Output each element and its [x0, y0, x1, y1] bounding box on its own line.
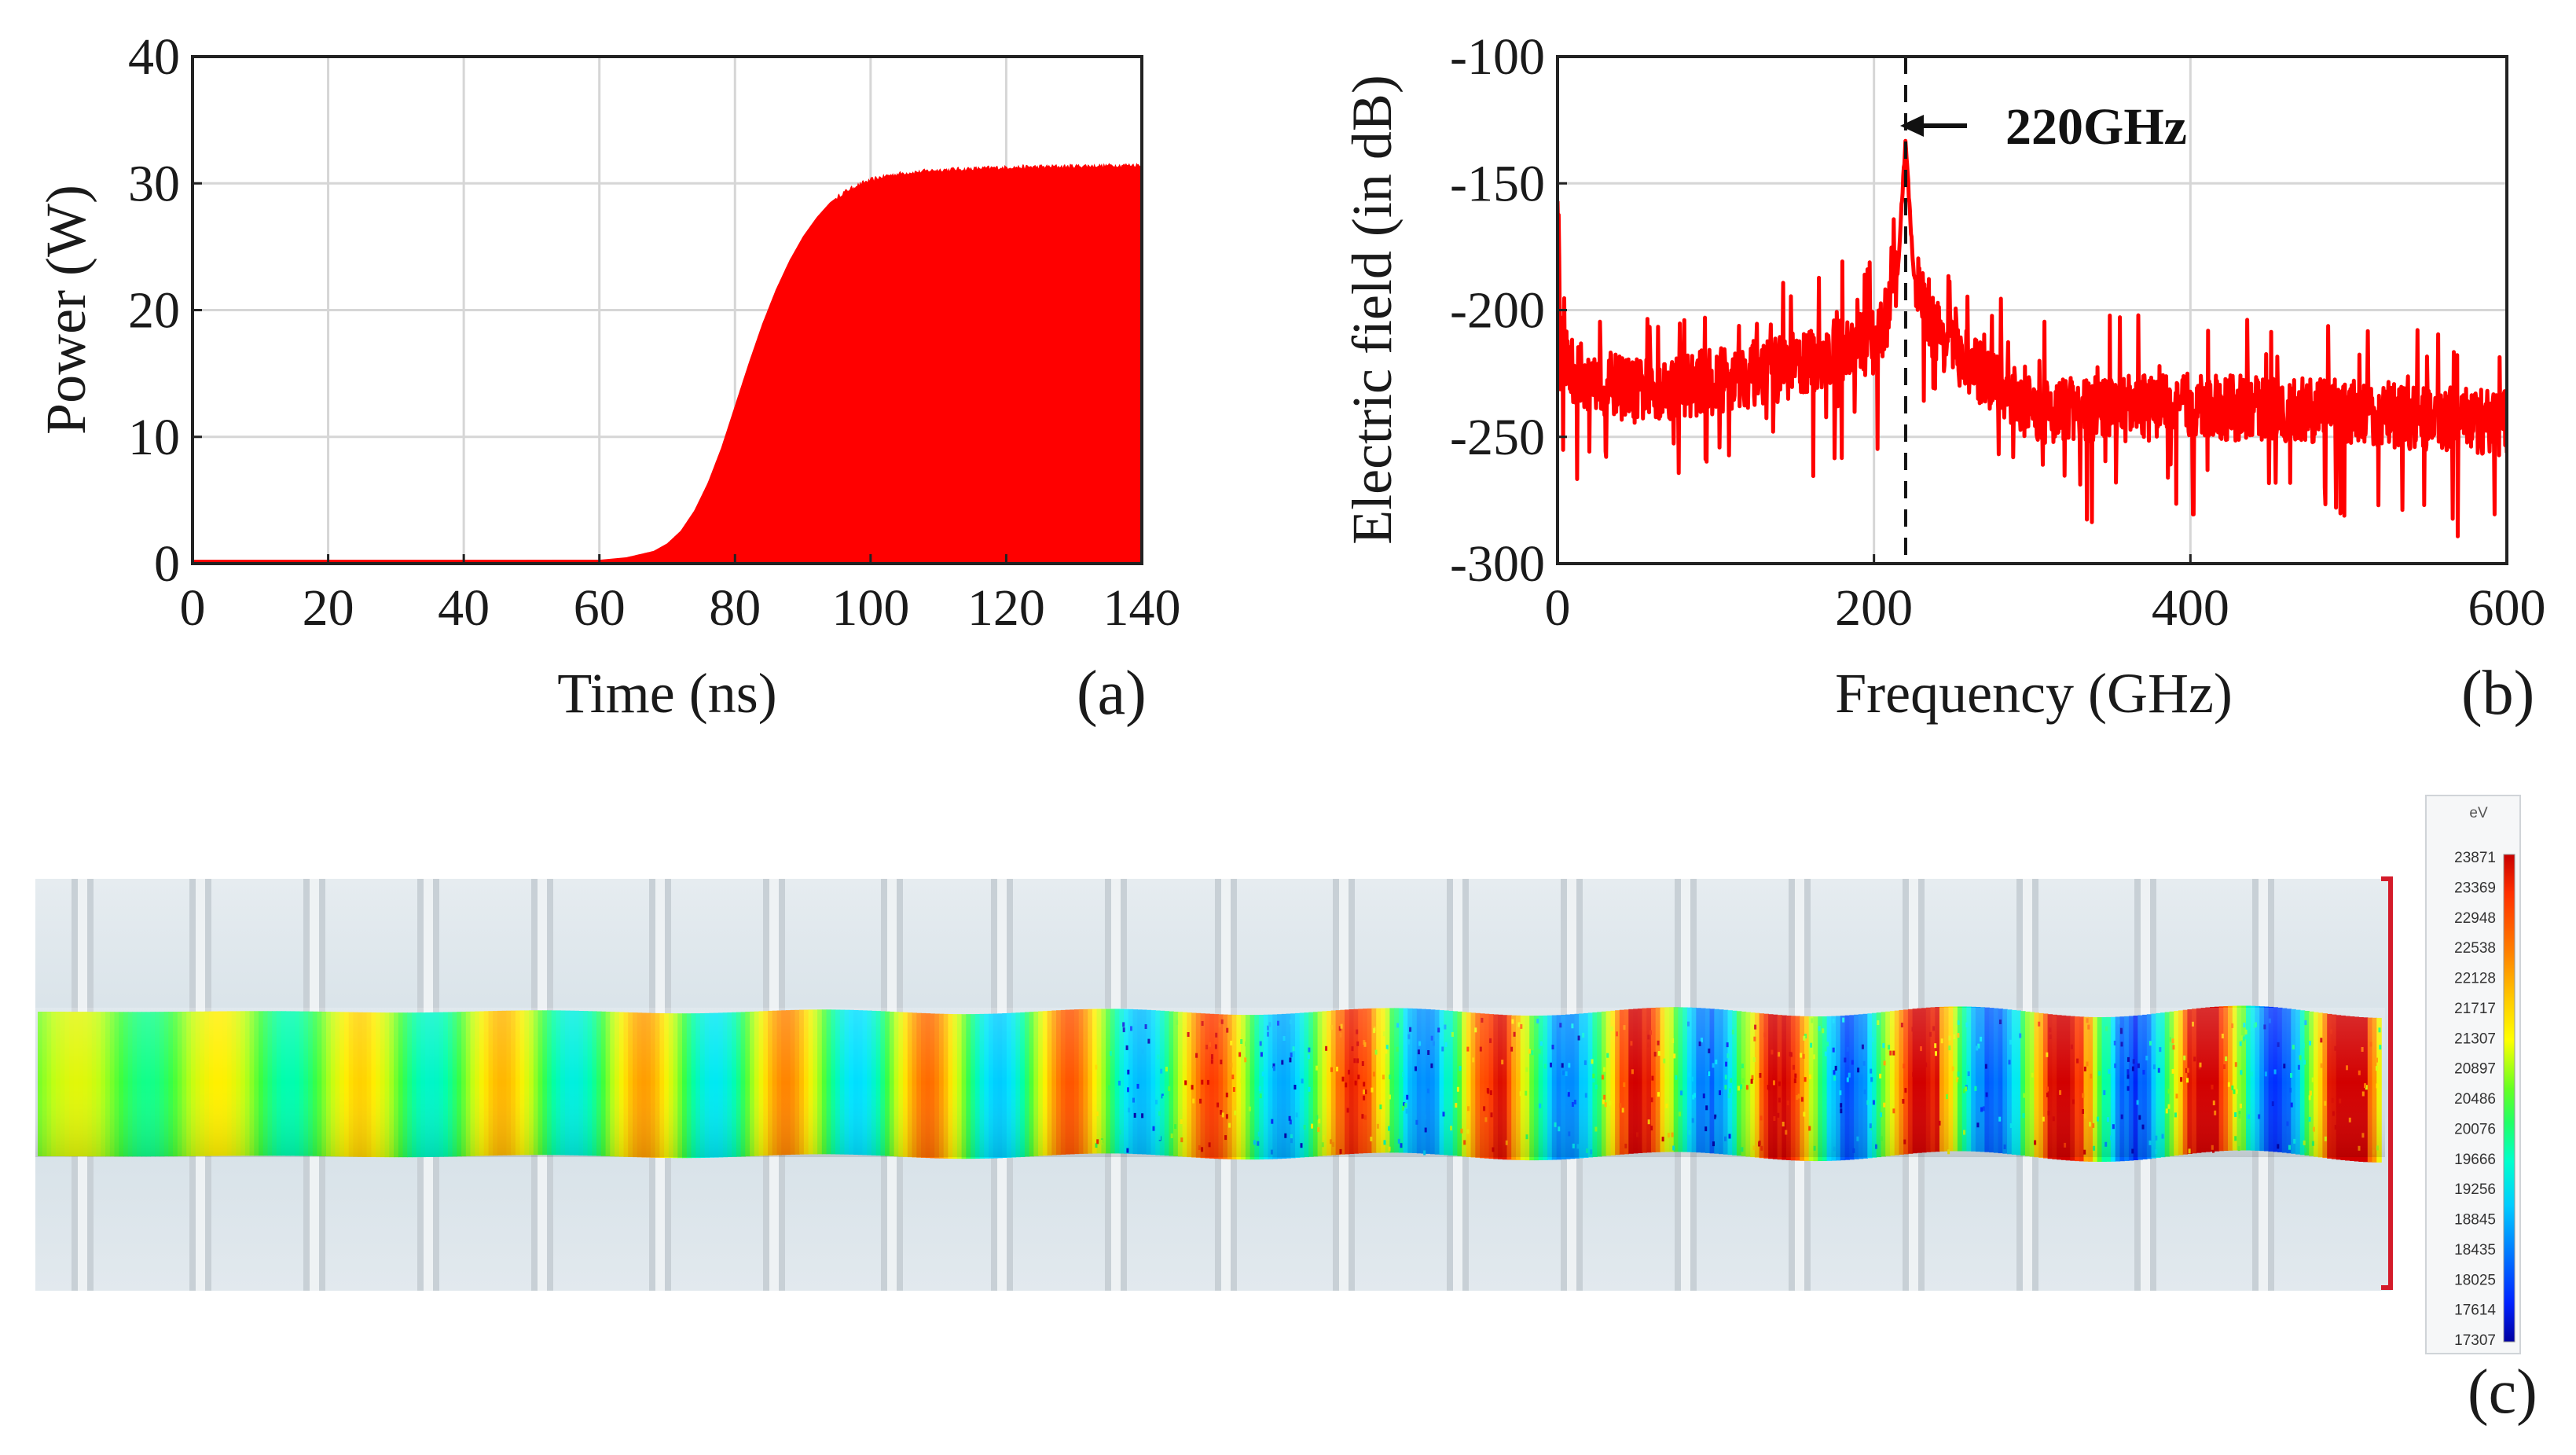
- panel-c-colorbar-tick-11: 19256: [2454, 1181, 2496, 1198]
- panel-c-colorbar-tick-0: 23871: [2454, 850, 2496, 866]
- panel-b-y-tick-label-3: -250: [1450, 409, 1545, 466]
- panel-c-colorbar-tick-1: 23369: [2454, 880, 2496, 896]
- panel-c-colorbar-tick-10: 19666: [2454, 1152, 2496, 1168]
- panel-a-x-tick-label-3: 60: [574, 579, 626, 637]
- panel-b-y-tick-label-0: -100: [1450, 28, 1545, 86]
- panel-a-y-tick-label-1: 10: [128, 409, 180, 466]
- panel-c-colorbar-ticks: 23871 23369 22948 22538 22128 21717 21307 20897…: [2454, 850, 2496, 1349]
- panel-b-y-tick-label-4: -300: [1450, 535, 1545, 593]
- panel-b: 0 200 400 600 -100 -150 -200 -250 -300 220GHz Fr…: [1341, 28, 2546, 728]
- panel-a-y-tick-label-3: 30: [128, 155, 180, 212]
- panel-a-x-tick-label-4: 80: [709, 579, 761, 637]
- panel-c-colorbar-scale: [2503, 854, 2515, 1343]
- panel-c-beam-shading: [35, 1008, 2385, 1157]
- panel-c-label: (c): [2468, 1358, 2537, 1427]
- panel-c-end-cap: [2381, 876, 2393, 1290]
- panel-c-colorbar-tick-5: 21717: [2454, 1001, 2496, 1017]
- panel-a-x-tick-label-7: 140: [1103, 579, 1181, 637]
- panel-c-colorbar-tick-12: 18845: [2454, 1212, 2496, 1229]
- panel-c-colorbar-tick-6: 21307: [2454, 1031, 2496, 1047]
- panel-a: 0 20 40 60 80 100 120 140 0 10 20 30 40 Time (ns) Po…: [35, 28, 1181, 728]
- panel-c-colorbar-tick-14: 18025: [2454, 1272, 2496, 1288]
- panel-b-label: (b): [2461, 659, 2534, 728]
- panel-b-x-tick-label-3: 600: [2468, 579, 2546, 637]
- panel-a-y-tick-label-4: 40: [128, 28, 180, 86]
- panel-c-colorbar-tick-16: 17307: [2454, 1332, 2496, 1349]
- panel-b-x-tick-label-2: 400: [2152, 579, 2229, 637]
- panel-c-colorbar-tick-9: 20076: [2454, 1121, 2496, 1137]
- panel-c-colorbar: eV 23871 23369 22948 22538 22128 21717 21307 20…: [2425, 795, 2521, 1354]
- panel-c-colorbar-tick-3: 22538: [2454, 940, 2496, 957]
- panel-a-x-tick-label-0: 0: [180, 579, 206, 637]
- panel-a-x-axis-label: Time (ns): [557, 662, 776, 725]
- panel-c-colorbar-unit: eV: [2469, 805, 2488, 821]
- panel-b-x-tick-label-1: 200: [1835, 579, 1913, 637]
- panel-c-colorbar-tick-15: 17614: [2454, 1303, 2496, 1319]
- panel-b-y-axis-label: Electric field (in dB): [1341, 75, 1404, 545]
- panel-c-colorbar-tick-2: 22948: [2454, 910, 2496, 927]
- panel-b-y-tick-label-2: -200: [1450, 282, 1545, 340]
- panel-a-y-tick-label-0: 0: [154, 535, 180, 593]
- panel-b-annotation: 220GHz: [2005, 98, 2187, 156]
- panel-b-x-tick-label-0: 0: [1545, 579, 1571, 637]
- panel-b-spectrum-line: [1558, 138, 2507, 538]
- panel-a-x-tick-label-6: 120: [967, 579, 1045, 637]
- panel-c-colorbar-tick-13: 18435: [2454, 1242, 2496, 1258]
- panel-a-ticks: 0 20 40 60 80 100 120 140 0 10 20 30 40: [128, 28, 1181, 637]
- panel-a-y-tick-label-2: 20: [128, 282, 180, 340]
- panel-c-colorbar-tick-8: 20486: [2454, 1091, 2496, 1108]
- panel-b-ticks: 0 200 400 600 -100 -150 -200 -250 -300: [1450, 28, 2545, 637]
- panel-a-x-tick-label-1: 20: [303, 579, 354, 637]
- panel-c-colorbar-tick-7: 20897: [2454, 1061, 2496, 1078]
- panel-b-annotation-arrow: [1900, 115, 1967, 137]
- panel-b-y-tick-label-1: -150: [1450, 155, 1545, 212]
- panel-a-x-tick-label-5: 100: [831, 579, 909, 637]
- panel-c: eV 23871 23369 22948 22538 22128 21717 21307 20…: [35, 795, 2537, 1427]
- panel-a-x-tick-label-2: 40: [438, 579, 490, 637]
- panel-a-y-axis-label: Power (W): [35, 185, 97, 435]
- panel-a-power-area: [193, 163, 1142, 564]
- panel-a-label: (a): [1077, 659, 1147, 728]
- panel-c-colorbar-tick-4: 22128: [2454, 971, 2496, 987]
- panel-b-x-axis-label: Frequency (GHz): [1835, 662, 2233, 725]
